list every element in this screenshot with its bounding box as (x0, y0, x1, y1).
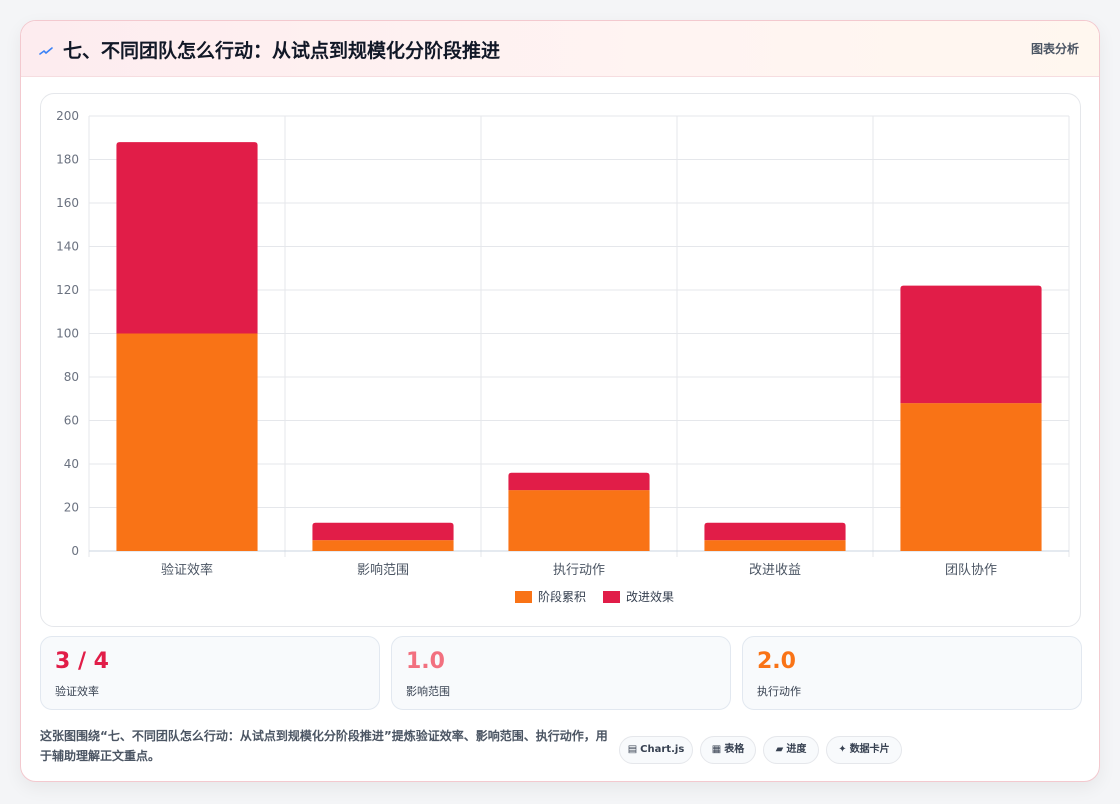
y-tick-label: 0 (71, 544, 79, 558)
table-icon: ▦ (711, 744, 722, 755)
bar-segment (900, 403, 1042, 551)
legend-label: 改进效果 (626, 589, 674, 604)
tag-table[interactable]: ▦ 表格 (700, 736, 756, 764)
stat-value: 2.0 (757, 649, 796, 674)
bar-segment (116, 142, 258, 334)
chart-panel: 0 20 40 60 80 100 120 140 160 180 200 验证效率 影响范围 执行动作改… (40, 93, 1081, 627)
bar-segment (312, 540, 454, 551)
bar-segment (508, 490, 650, 551)
tag-progress[interactable]: ▰ 进度 (763, 736, 819, 764)
progress-icon: ▰ (775, 744, 784, 755)
tag-data-cards[interactable]: ✦ 数据卡片 (826, 736, 902, 764)
bar-segment (704, 522, 846, 541)
x-tick-label: 影响范围 (357, 562, 409, 578)
stat-label: 影响范围 (406, 685, 450, 698)
x-tick-label: 验证效率 (161, 562, 213, 578)
y-tick-label: 100 (56, 327, 79, 341)
legend-label: 阶段累积 (538, 589, 586, 604)
stat-value: 3 / 4 (55, 649, 109, 674)
y-tick-label: 200 (56, 109, 79, 123)
stat-value: 1.0 (406, 649, 445, 674)
x-tick-label: 改进收益 (749, 563, 801, 578)
bar-segment (116, 333, 258, 551)
tag-label: Chart.js (640, 744, 685, 755)
legend-swatch (603, 591, 620, 603)
bar-segment (900, 285, 1042, 404)
y-tick-label: 160 (56, 196, 79, 210)
y-tick-label: 80 (64, 370, 79, 384)
card-header: 七、不同团队怎么行动：从试点到规模化分阶段推进 图表分析 (21, 21, 1099, 77)
x-tick-label: 团队协作 (945, 563, 997, 578)
legend-swatch (515, 591, 532, 603)
y-tick-label: 180 (56, 153, 79, 167)
stat-card-scope: 1.0 影响范围 (391, 636, 731, 710)
page-title: 七、不同团队怎么行动：从试点到规模化分阶段推进 (63, 40, 501, 62)
stat-card-verification: 3 / 4 验证效率 (40, 636, 380, 710)
chart-description: 这张图围绕“七、不同团队怎么行动：从试点到规模化分阶段推进”提炼验证效率、影响范… (40, 729, 608, 763)
tag-label: 数据卡片 (849, 744, 890, 755)
stats-row: 3 / 4 验证效率 1.0 影响范围 2.0 执行动作 (40, 636, 1082, 710)
stat-label: 验证效率 (55, 685, 99, 698)
bar-segment (312, 522, 454, 541)
x-tick-label: 执行动作 (553, 563, 605, 578)
stat-label: 执行动作 (757, 685, 801, 698)
chart-analysis-link[interactable]: 图表分析 (1030, 42, 1079, 56)
y-tick-label: 40 (64, 457, 79, 471)
bar-segment (508, 472, 650, 491)
stacked-bar-chart: 020406080100120140160180200验证效率 影响范围 执行动作改… (56, 109, 1070, 604)
y-tick-label: 140 (56, 240, 79, 254)
bar-segment (704, 540, 846, 551)
y-tick-label: 60 (64, 414, 79, 428)
sparkle-icon: ✦ (838, 744, 847, 755)
tag-label: 表格 (724, 744, 745, 755)
tag-label: 进度 (786, 744, 807, 755)
spark-line-icon (39, 41, 53, 60)
tag-chartjs[interactable]: ▤ Chart.js (619, 736, 693, 764)
chart-icon: ▤ (627, 744, 638, 755)
y-tick-label: 120 (56, 283, 79, 297)
y-tick-label: 20 (64, 501, 79, 515)
stat-card-actions: 2.0 执行动作 (742, 636, 1082, 710)
chart-card: 七、不同团队怎么行动：从试点到规模化分阶段推进 图表分析 0 20 40 60 80 10… (20, 20, 1100, 782)
